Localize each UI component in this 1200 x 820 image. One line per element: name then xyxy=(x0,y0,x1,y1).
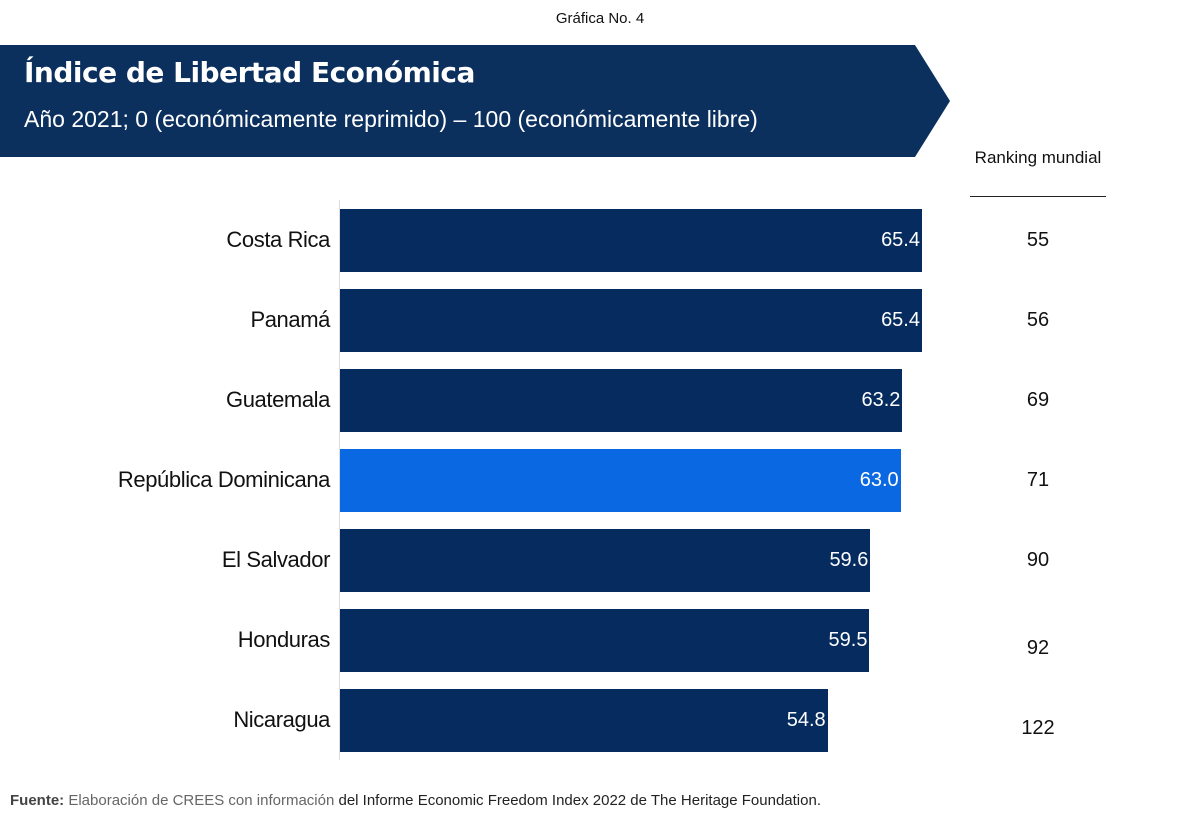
bar-value-label: 63.0 xyxy=(859,469,899,491)
bar xyxy=(340,609,870,672)
title-banner xyxy=(0,45,952,157)
source-text-part1: Elaboración de CREES con información xyxy=(64,792,339,809)
ranking-value: 69 xyxy=(1026,389,1050,411)
ranking-value: 90 xyxy=(1026,549,1050,571)
ranking-header: Ranking mundial xyxy=(974,148,1102,167)
ranking-value: 92 xyxy=(1026,637,1050,659)
bar-value-label: 65.4 xyxy=(881,229,920,251)
ranking-value: 71 xyxy=(1026,469,1050,491)
category-axis-line xyxy=(339,200,340,760)
bar xyxy=(340,689,828,752)
bar-highlighted xyxy=(340,449,901,512)
source-note: Fuente: Elaboración de CREES con informa… xyxy=(10,792,821,809)
category-label: Costa Rica xyxy=(226,227,330,252)
category-label: Guatemala xyxy=(225,387,330,412)
category-label: Honduras xyxy=(237,627,331,652)
ranking-value: 56 xyxy=(1026,309,1050,331)
ranking-value: 122 xyxy=(1021,717,1055,739)
bar-value-label: 63.2 xyxy=(861,389,901,411)
bar-value-label: 65.4 xyxy=(881,309,920,331)
bar xyxy=(340,529,871,592)
chart-subtitle: Año 2021; 0 (económicamente reprimido) –… xyxy=(24,106,758,132)
source-label: Fuente: xyxy=(10,792,65,809)
bar-value-label: 59.6 xyxy=(829,549,869,571)
ranking-value: 55 xyxy=(1026,229,1050,251)
category-label: República Dominicana xyxy=(117,467,331,492)
bar-value-label: 59.5 xyxy=(828,629,868,651)
banner-arrow-shape xyxy=(0,45,950,157)
category-label: El Salvador xyxy=(221,547,331,572)
category-label: Nicaragua xyxy=(233,707,330,732)
bar xyxy=(340,209,922,272)
bar xyxy=(340,369,903,432)
bar xyxy=(340,289,922,352)
bar-value-label: 54.8 xyxy=(786,709,826,731)
figure-number: Gráfica No. 4 xyxy=(555,10,645,27)
chart-title: Índice de Libertad Económica xyxy=(24,56,475,89)
category-label: Panamá xyxy=(250,307,330,332)
source-text-part2: del Informe Economic Freedom Index 2022 … xyxy=(338,792,821,809)
ranking-header-rule xyxy=(970,196,1106,197)
